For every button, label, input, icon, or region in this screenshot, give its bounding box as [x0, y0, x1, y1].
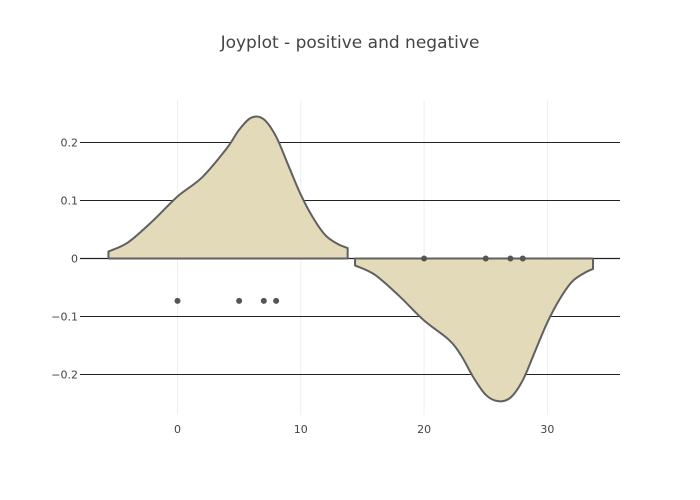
y-tick-label: 0.2: [61, 137, 79, 150]
y-tick-label: −0.1: [51, 311, 78, 324]
data-point: [273, 297, 280, 304]
data-point: [174, 297, 181, 304]
y-tick-label: −0.2: [51, 369, 78, 382]
y-tick-label: 0.1: [61, 195, 79, 208]
density-area-positive: [107, 115, 349, 260]
data-point: [421, 255, 428, 262]
x-tick-label: 20: [417, 423, 431, 436]
y-tick-label: 0: [71, 253, 78, 266]
x-tick-label: 10: [294, 423, 308, 436]
data-point: [260, 297, 267, 304]
x-tick-label: 0: [174, 423, 181, 436]
data-point: [482, 255, 489, 262]
data-point: [507, 255, 514, 262]
x-tick-label: 30: [540, 423, 554, 436]
data-point: [519, 255, 526, 262]
data-point: [236, 297, 243, 304]
chart-title: Joyplot - positive and negative: [220, 33, 480, 53]
density-area-negative: [354, 257, 595, 403]
